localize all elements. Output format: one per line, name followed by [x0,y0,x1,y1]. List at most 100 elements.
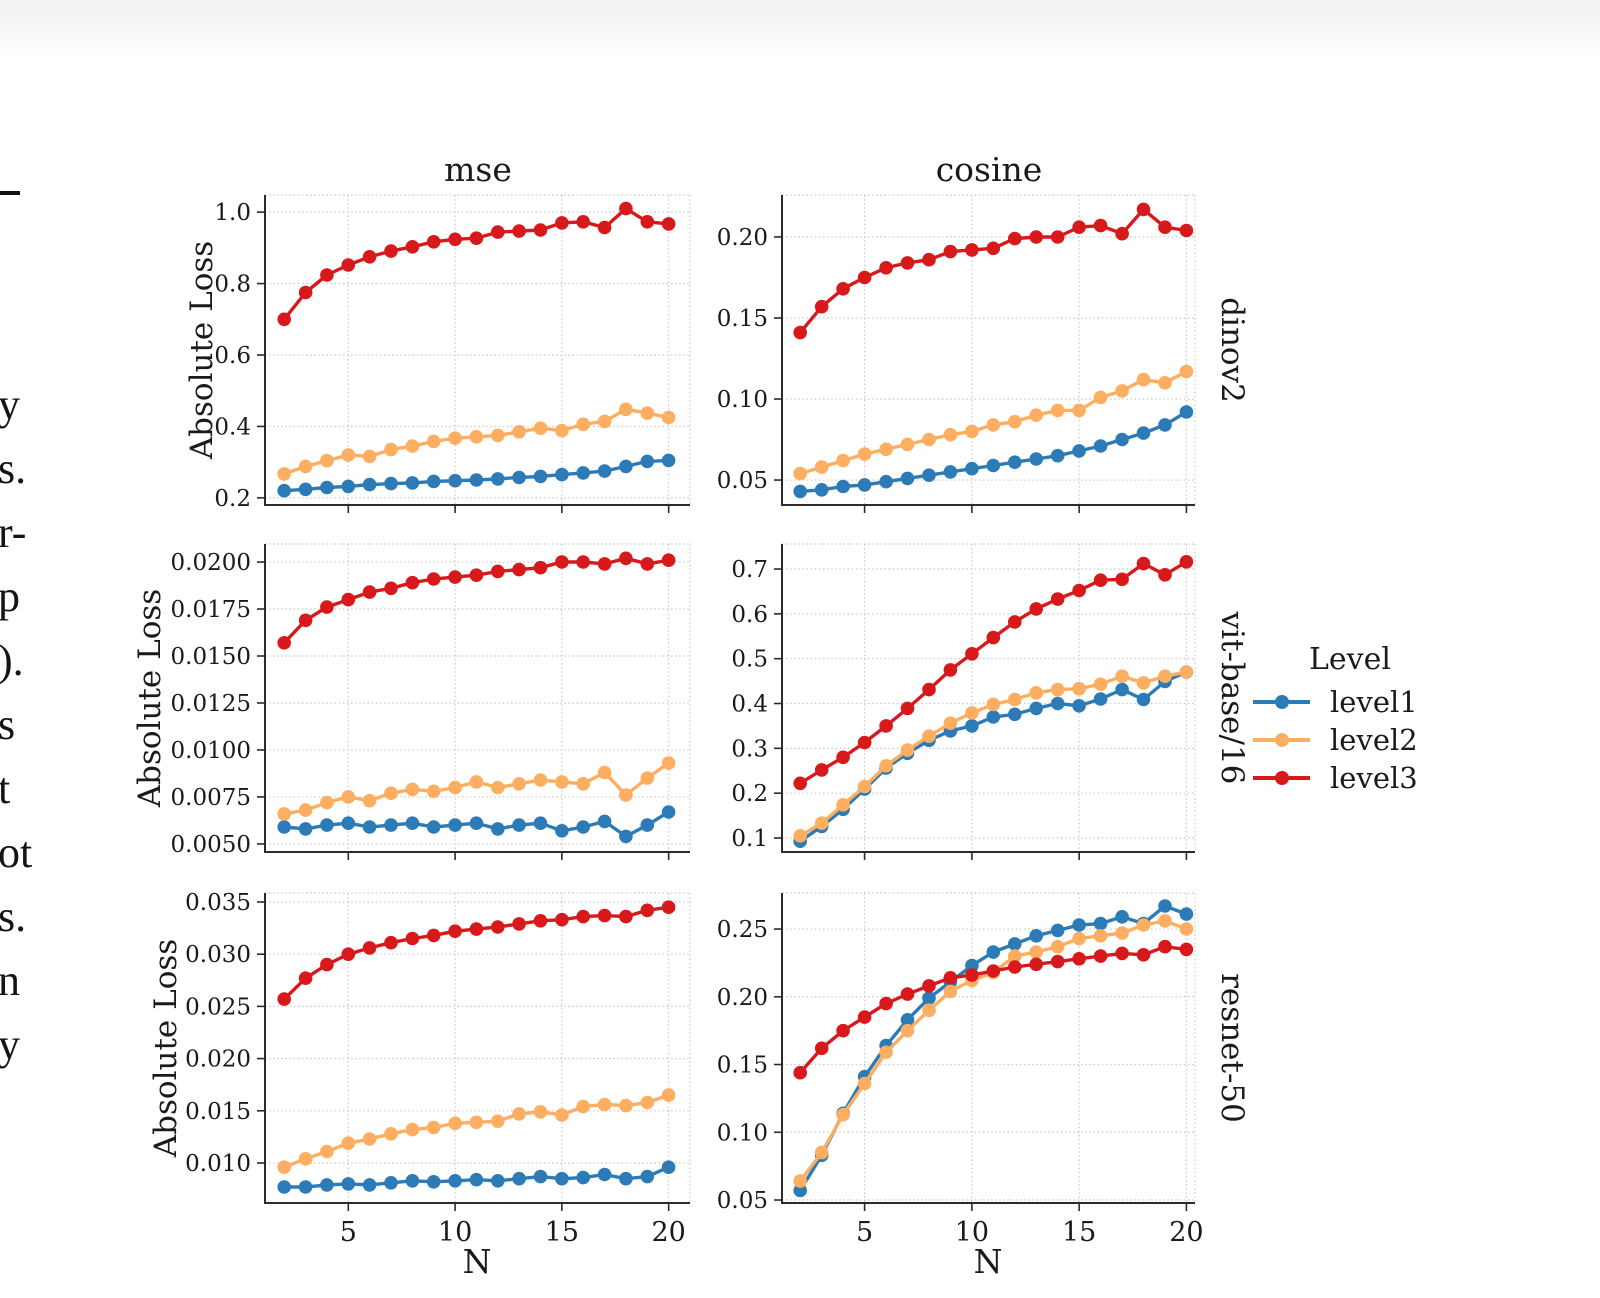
marker-level1 [640,818,655,832]
x-tick-label: 20 [1169,1217,1203,1248]
marker-level2 [1008,414,1022,429]
marker-level2 [320,795,334,810]
marker-level1 [555,824,569,838]
marker-level2 [1179,364,1194,379]
marker-level2 [857,1076,872,1091]
legend-entry-level2: level2 [1253,721,1418,759]
y-tick-label: 0.10 [717,387,768,413]
marker-level1 [640,1169,655,1184]
marker-level2 [341,448,356,462]
marker-level2 [1050,403,1065,418]
marker-level3 [277,992,292,1006]
marker-level3 [469,922,484,936]
series-line-level3 [799,560,1188,785]
marker-level2 [640,1095,655,1110]
marker-level3 [793,1065,807,1080]
marker-level3 [597,220,612,235]
marker-level1 [597,464,612,478]
marker-level3 [814,763,829,777]
y-axis-label: Absolute Loss [184,240,220,460]
y-tick-label: 0.20 [717,985,768,1011]
marker-level2 [1136,918,1151,932]
marker-level2 [836,1107,850,1122]
marker-level3 [619,551,633,566]
marker-level3 [943,244,958,259]
marker-level3 [1158,939,1172,954]
marker-level3 [922,682,936,697]
marker-level3 [1072,220,1086,234]
y-tick-label: 0.6 [214,343,251,369]
marker-level3 [1029,602,1043,616]
y-tick-label: 0.05 [717,1188,768,1214]
marker-level3 [1008,231,1022,246]
marker-level1 [1179,907,1194,921]
marker-level3 [640,215,655,229]
marker-level1 [426,820,441,834]
marker-level1 [793,484,807,499]
marker-level2 [555,775,569,789]
y-tick-label: 0.25 [717,917,768,943]
series-line-level1 [799,670,1188,843]
marker-level2 [836,453,850,468]
marker-level1 [986,710,1001,724]
y-tick-label: 0.8 [214,272,251,298]
marker-level2 [533,421,548,436]
marker-level2 [320,1144,334,1159]
marker-level2 [555,423,569,438]
subplot-dinov2-mse: 0.2 0.4 0.6 0.8 1.0 [214,194,691,513]
marker-level3 [857,270,872,285]
marker-level2 [986,418,1001,432]
marker-level1 [1072,699,1086,713]
marker-level1 [512,470,526,485]
marker-level2 [362,1132,377,1146]
marker-level3 [491,225,505,239]
marker-level3 [277,312,292,327]
subplot-resnet-50-mse: 0.010 0.015 0.020 0.025 0.030 0.035 5 10 15 20 [185,890,691,1248]
marker-level2 [793,829,807,843]
marker-level1 [555,1171,569,1186]
x-tick-label: 10 [438,1217,472,1248]
marker-level3 [857,1010,872,1024]
marker-level1 [597,814,612,829]
marker-level2 [320,453,334,468]
marker-level1 [1115,682,1129,697]
marker-level2 [1008,949,1022,963]
marker-level1 [362,477,377,492]
marker-level1 [965,461,979,476]
marker-level1 [1008,937,1022,951]
row-label-dinov2: dinov2 [1214,297,1250,403]
marker-level2 [1093,929,1108,943]
marker-level2 [384,442,398,457]
marker-level1 [922,991,936,1005]
marker-level2 [857,779,872,794]
marker-level3 [965,243,979,257]
marker-level3 [426,572,441,586]
marker-level1 [793,1183,807,1198]
marker-level3 [1008,960,1022,974]
marker-level1 [533,816,548,830]
marker-level1 [1008,707,1022,722]
marker-level2 [943,427,958,442]
marker-level2 [576,417,590,432]
marker-level2 [879,442,893,457]
marker-level2 [922,1003,936,1018]
marker-level1 [384,818,398,832]
marker-level2 [1093,677,1108,691]
marker-level2 [1029,945,1043,959]
marker-level3 [879,719,893,733]
marker-level2 [576,1099,590,1114]
marker-level3 [1050,230,1065,244]
marker-level2 [384,786,398,800]
marker-level3 [836,1023,850,1038]
marker-level3 [1072,952,1086,966]
marker-level3 [1115,226,1129,241]
marker-level2 [661,1088,676,1102]
marker-level1 [426,1175,441,1189]
marker-level1 [1136,426,1151,440]
marker-level1 [320,818,334,832]
marker-level3 [1179,942,1194,957]
marker-level2 [469,1115,484,1130]
legend-label: level1 [1330,685,1418,719]
marker-level3 [793,325,807,340]
x-tick-label: 5 [340,1217,357,1248]
